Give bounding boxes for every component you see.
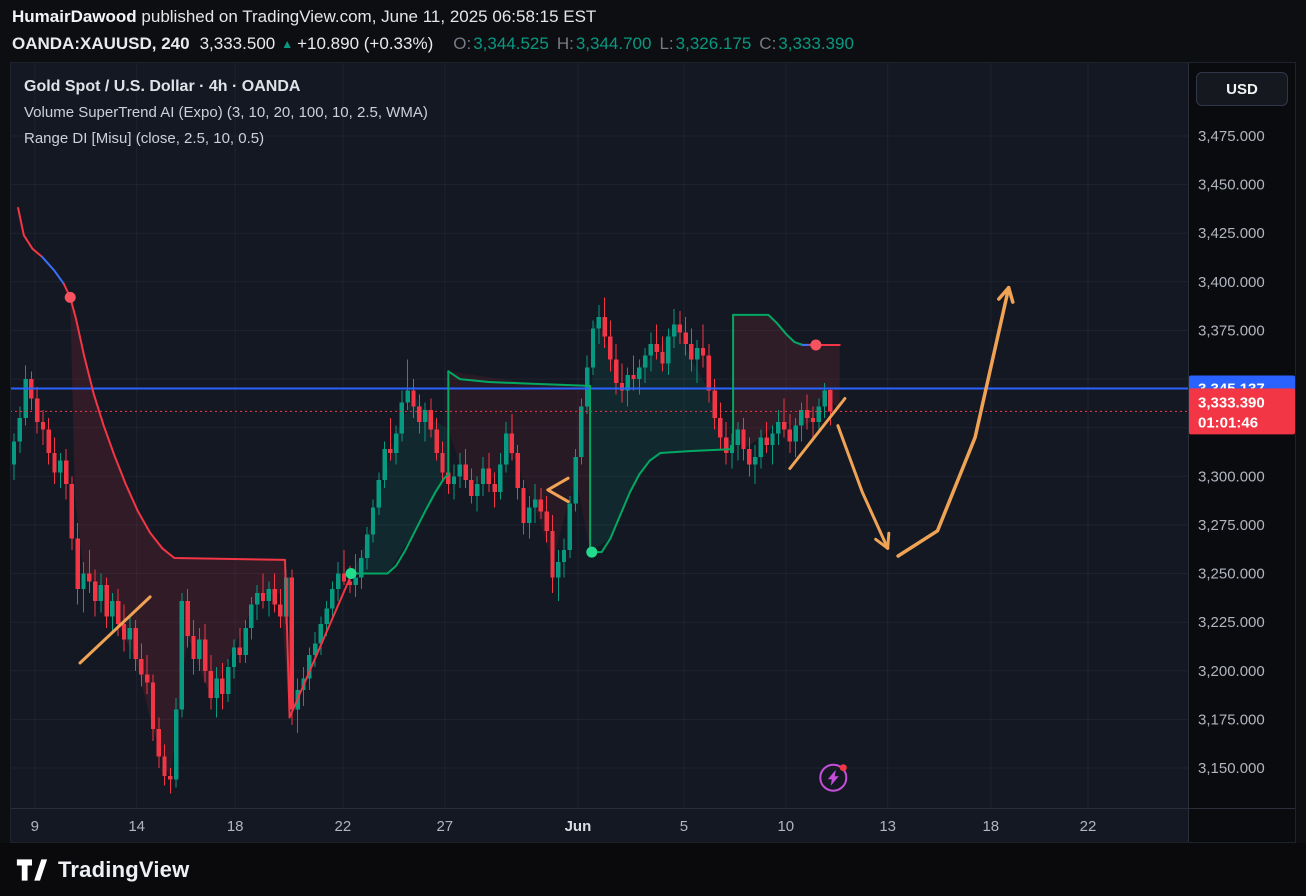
drawing-arrow[interactable] — [896, 285, 1011, 558]
price-change: +10.890 (+0.33%) — [297, 34, 434, 53]
svg-text:3,333.390: 3,333.390 — [1198, 394, 1265, 411]
supertrend-line — [17, 207, 841, 719]
legend-indicator-rangedi[interactable]: Range DI [Misu] (close, 2.5, 10, 0.5) — [24, 130, 265, 147]
svg-text:3,250.000: 3,250.000 — [1198, 566, 1265, 583]
supertrend-signal-dot[interactable] — [810, 339, 822, 351]
low-label: L: — [659, 34, 674, 53]
chart-area[interactable]: 3,475.000 3,450.000 3,425.000 3,400.000 3,37… — [10, 62, 1296, 843]
drawing-trendline[interactable] — [788, 397, 847, 470]
author-name[interactable]: HumairDawood — [12, 7, 137, 26]
svg-text:Jun: Jun — [565, 818, 592, 835]
svg-text:22: 22 — [335, 818, 352, 835]
close-label: C: — [759, 34, 777, 53]
svg-text:3,475.000: 3,475.000 — [1198, 128, 1265, 145]
low-value: 3,326.175 — [675, 34, 752, 53]
publish-info: published on TradingView.com, June 11, 2… — [136, 7, 597, 26]
plot-background — [10, 62, 1296, 843]
svg-text:14: 14 — [128, 818, 145, 835]
legend-symbol-title[interactable]: Gold Spot / U.S. Dollar · 4h · OANDA — [24, 78, 301, 95]
price-chart[interactable]: 3,475.000 3,450.000 3,425.000 3,400.000 3,37… — [10, 62, 1296, 843]
lightning-icon[interactable] — [819, 763, 848, 792]
price-axis-pane[interactable] — [1188, 62, 1296, 843]
publish-line: HumairDawood published on TradingView.co… — [12, 7, 596, 27]
symbol-line: OANDA:XAUUSD, 240 3,333.500 ▲ +10.890 (+… — [12, 34, 854, 54]
svg-text:10: 10 — [777, 818, 794, 835]
chart-legend: Gold Spot / U.S. Dollar · 4h · OANDA Vol… — [24, 74, 428, 152]
drawing-arrow[interactable] — [836, 424, 890, 550]
svg-text:13: 13 — [879, 818, 896, 835]
svg-text:3,275.000: 3,275.000 — [1198, 517, 1265, 534]
time-axis-labels[interactable]: 9 14 18 22 27 Jun 5 10 13 18 22 — [31, 818, 1097, 835]
svg-text:3,300.000: 3,300.000 — [1198, 468, 1265, 485]
svg-text:3,375.000: 3,375.000 — [1198, 323, 1265, 340]
svg-text:18: 18 — [227, 818, 244, 835]
price-axis-labels[interactable]: 3,475.000 3,450.000 3,425.000 3,400.000 3,37… — [1198, 128, 1265, 777]
high-value: 3,344.700 — [575, 34, 652, 53]
up-triangle-icon: ▲ — [281, 37, 294, 51]
high-label: H: — [556, 34, 574, 53]
user-drawings[interactable] — [78, 285, 1015, 665]
supertrend-signal-dot[interactable] — [64, 291, 76, 303]
footer: TradingView — [0, 843, 1306, 896]
supertrend-signal-dot[interactable] — [345, 568, 357, 579]
drawing-trendline[interactable] — [546, 476, 570, 504]
svg-text:9: 9 — [31, 818, 39, 835]
svg-text:22: 22 — [1080, 818, 1097, 835]
svg-text:3,225.000: 3,225.000 — [1198, 614, 1265, 631]
svg-text:3,450.000: 3,450.000 — [1198, 177, 1265, 194]
svg-text:3,200.000: 3,200.000 — [1198, 663, 1265, 680]
svg-text:3,175.000: 3,175.000 — [1198, 711, 1265, 728]
svg-text:01:01:46: 01:01:46 — [1198, 414, 1258, 431]
close-value: 3,333.390 — [778, 34, 854, 53]
drawing-trendline[interactable] — [78, 595, 152, 665]
open-value: 3,344.525 — [473, 34, 549, 53]
supertrend-signal-dot[interactable] — [586, 546, 598, 558]
tradingview-wordmark[interactable]: TradingView — [58, 856, 190, 882]
svg-text:3,400.000: 3,400.000 — [1198, 274, 1265, 291]
open-label: O: — [453, 34, 472, 53]
tradingview-logo-icon[interactable] — [16, 857, 48, 883]
svg-text:5: 5 — [680, 818, 688, 835]
currency-button[interactable]: USD — [1196, 72, 1288, 106]
last-price: 3,333.500 — [199, 34, 276, 53]
symbol-title[interactable]: OANDA:XAUUSD, 240 — [12, 34, 190, 53]
legend-indicator-supertrend[interactable]: Volume SuperTrend AI (Expo) (3, 10, 20, … — [24, 104, 428, 121]
svg-text:3,425.000: 3,425.000 — [1198, 225, 1265, 242]
svg-text:18: 18 — [982, 818, 999, 835]
last-price-label: 3,333.390 01:01:46 — [1189, 388, 1295, 435]
svg-text:3,150.000: 3,150.000 — [1198, 760, 1265, 777]
svg-text:27: 27 — [436, 818, 453, 835]
